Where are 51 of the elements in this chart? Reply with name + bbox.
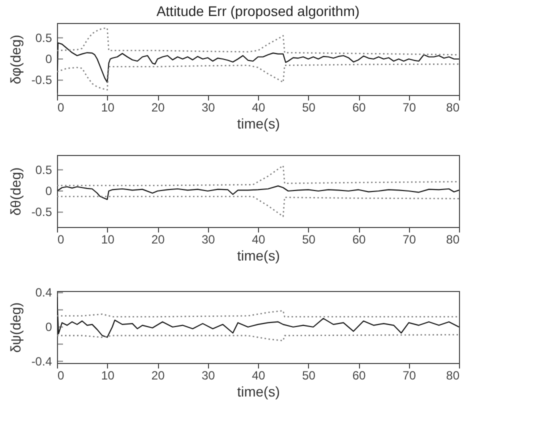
x-tick-label: 80 [446,232,460,246]
x-tick-label: 20 [151,100,165,114]
x-tick-label: 50 [302,100,316,114]
x-tick-label: 60 [352,100,366,114]
x-tick-label: 80 [446,100,460,114]
line-series [57,334,459,342]
y-axis-title: δθ(deg) [8,167,24,216]
y-tick-label: 0.5 [35,162,52,177]
y-tick-label: 0.5 [35,30,52,45]
y-tick-label: 0 [45,320,52,334]
x-tick-label: 40 [252,368,266,382]
y-tick-label: 0 [45,184,52,198]
chart-title: Attitude Err (proposed algorithm) [156,3,360,19]
x-tick-label: 20 [151,368,165,382]
line-series [57,164,459,186]
x-tick-label: 50 [302,232,316,246]
y-axis-title: δψ(deg) [8,302,24,353]
x-tick-label: 10 [101,100,115,114]
x-tick-label: 0 [58,368,64,382]
x-tick-label: 40 [252,232,266,246]
x-tick-label: 70 [402,100,416,114]
x-tick-label: 50 [302,368,316,382]
line-series [57,27,459,56]
x-tick-label: 30 [202,100,216,114]
x-tick-label: 0 [58,100,64,114]
x-axis-title: time(s) [237,116,280,132]
x-tick-label: 40 [252,100,266,114]
x-tick-label: 10 [101,232,115,246]
x-tick-label: 60 [352,232,366,246]
x-tick-label: 30 [202,368,216,382]
y-tick-label: 0 [45,52,52,66]
line-series [57,42,459,94]
y-tick-label: -0.5 [31,205,52,220]
x-axis-title: time(s) [237,248,280,264]
x-tick-label: 70 [402,232,416,246]
y-tick-label: -0.4 [31,354,52,368]
line-series [57,196,459,218]
x-tick-label: 70 [402,368,416,382]
line-series [57,63,459,91]
x-tick-label: 10 [101,368,115,382]
x-axis-title: time(s) [237,384,280,400]
y-tick-label: -0.5 [31,73,52,88]
y-tick-label: 0.4 [35,286,52,300]
y-axis-title: δφ(deg) [8,34,24,84]
line-series [57,185,459,200]
x-tick-label: 60 [352,368,366,382]
line-series [57,296,459,338]
x-tick-label: 30 [202,232,216,246]
x-tick-label: 0 [58,232,64,246]
x-tick-label: 20 [151,232,165,246]
x-tick-label: 80 [446,368,460,382]
